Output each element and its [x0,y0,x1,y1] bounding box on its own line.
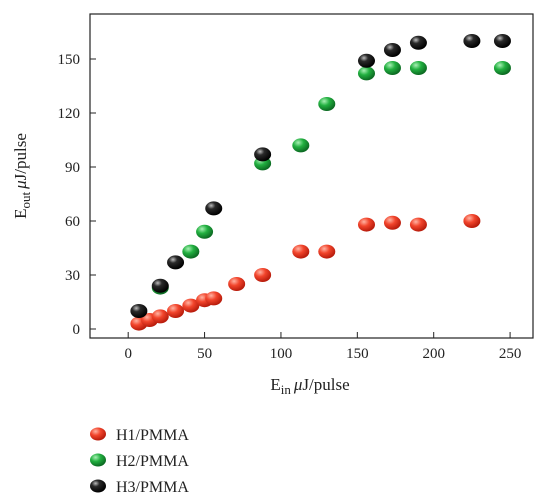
x-axis-ticks: 0 50 100 150 200 250 [124,332,521,362]
data-point-h1 [463,214,481,228]
data-point-h1 [167,304,185,318]
data-point-h3 [254,147,272,162]
data-point-h3 [167,255,185,270]
legend-item-h1: H1/PMMA [90,427,189,444]
data-point-h2 [182,244,200,259]
data-point-h3 [409,35,427,50]
series-h2 [151,61,511,295]
data-point-h1 [228,277,246,291]
x-tick-label: 50 [197,346,212,362]
x-tick-label: 100 [270,346,293,362]
data-point-h2 [196,224,214,239]
series-h1 [130,214,481,331]
data-point-h3 [463,34,481,48]
data-point-h2 [357,66,375,81]
data-point-h1 [182,298,200,313]
y-axis-ticks: 0 30 60 90 120 150 [58,52,96,338]
x-tick-label: 150 [346,346,369,362]
data-point-h3 [205,201,223,216]
data-point-h1 [357,217,375,232]
data-point-h3 [357,53,375,68]
legend-item-h3: H3/PMMA [90,479,189,495]
y-axis-title: EoutμJ/pulse [11,133,33,219]
data-point-h1 [292,244,310,259]
legend: H1/PMMA H2/PMMA H3/PMMA [90,427,189,495]
data-point-h1 [409,217,427,232]
y-tick-label: 90 [65,160,80,176]
data-point-h2 [409,61,427,75]
y-tick-label: 120 [58,106,81,122]
x-tick-label: 200 [422,346,445,362]
legend-marker-h1 [90,427,106,441]
data-point-h1 [205,291,223,306]
data-point-h1 [318,244,336,259]
data-point-h2 [383,61,401,75]
legend-label-h2: H2/PMMA [116,453,189,470]
legend-label-h1: H1/PMMA [116,427,189,444]
legend-label-h3: H3/PMMA [116,479,189,495]
data-points [130,34,511,331]
data-point-h3 [130,304,148,318]
y-tick-label: 0 [73,322,81,338]
y-tick-label: 30 [65,268,80,284]
y-tick-label: 150 [58,52,81,68]
y-tick-label: 60 [65,214,80,230]
legend-marker-h3 [90,479,106,493]
data-point-h2 [493,61,511,75]
legend-marker-h2 [90,453,106,467]
data-point-h1 [254,268,272,282]
data-point-h3 [493,34,511,48]
data-point-h3 [383,43,401,57]
legend-item-h2: H2/PMMA [90,453,189,470]
data-point-h1 [151,309,169,324]
data-point-h2 [292,138,310,153]
x-tick-label: 0 [124,346,132,362]
data-point-h1 [383,215,401,230]
x-axis-title: Ein μJ/pulse [270,375,349,397]
data-point-h3 [151,278,169,293]
plot-frame [89,13,534,339]
x-tick-label: 250 [499,346,522,362]
data-point-h2 [318,97,336,111]
series-h3 [130,34,511,318]
